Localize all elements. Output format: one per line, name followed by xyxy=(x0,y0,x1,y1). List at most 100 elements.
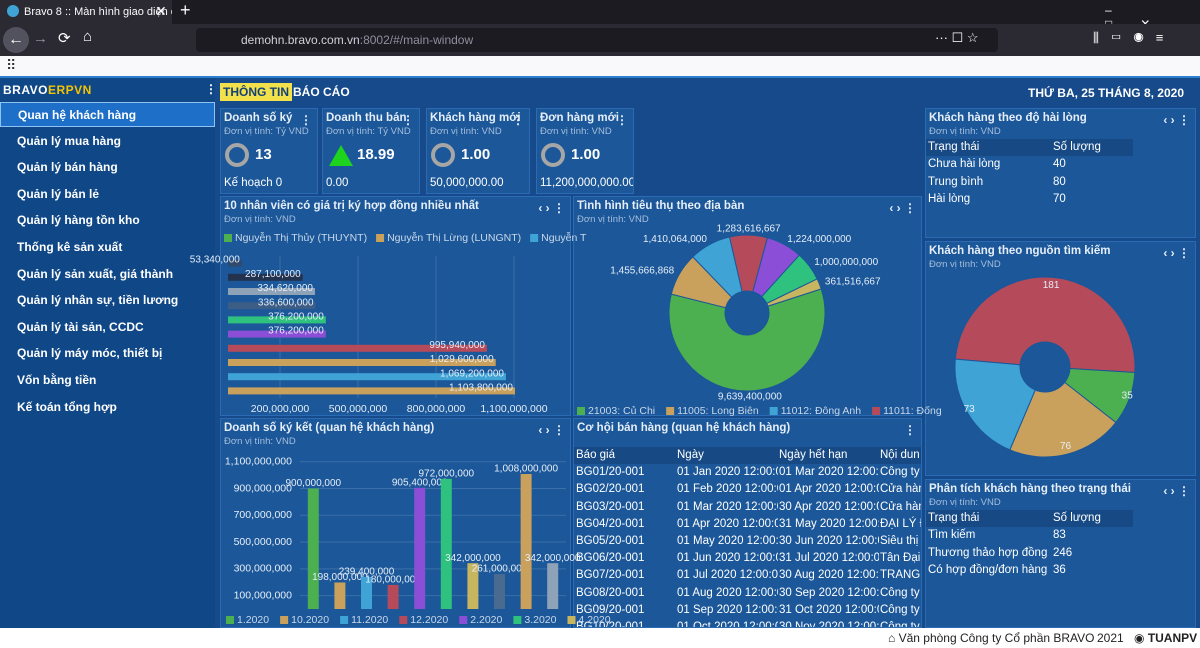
table-cell: 30 Jun 2020 12:00:0 xyxy=(779,535,879,547)
sidebar-menu-button[interactable]: ⋮ xyxy=(205,82,217,96)
table-cell: 01 Jul 2020 12:00:0 xyxy=(677,569,778,582)
panel-controls[interactable]: ‹ › ⋮ xyxy=(1163,113,1190,127)
satisfaction-panel: Khách hàng theo độ hài lòng ‹ › ⋮ Đơn vị … xyxy=(925,108,1196,238)
home-button[interactable]: ⌂ xyxy=(83,28,93,45)
panel-controls[interactable]: ⋮ xyxy=(904,423,916,437)
table-header: Ngày hết hạn xyxy=(779,449,848,461)
table-cell: 31 May 2020 12:00:0 xyxy=(779,517,879,530)
panel-title: Doanh số ký kết (quan hệ khách hàng) xyxy=(224,422,435,434)
table-cell: 01 Jun 2020 12:00:0 xyxy=(677,552,778,565)
table-cell: Công ty xyxy=(880,603,920,616)
panel-controls[interactable]: ‹ › ⋮ xyxy=(538,201,565,215)
kpi-value: 13 xyxy=(255,146,272,163)
new-tab[interactable]: + xyxy=(180,0,191,20)
table-cell: BG03/20-001 xyxy=(576,500,645,513)
table-cell: 36 xyxy=(1053,563,1066,576)
tab-info[interactable]: THÔNG TIN xyxy=(220,83,292,101)
menu-dots[interactable]: ⋮ xyxy=(300,113,312,127)
kpi-value: 1.00 xyxy=(571,146,601,163)
menu-item[interactable]: Quản lý máy móc, thiết bị xyxy=(17,346,163,361)
table-cell: 80 xyxy=(1053,175,1066,188)
kpi-icon xyxy=(225,143,249,167)
panel-controls[interactable]: ‹ › ⋮ xyxy=(889,201,916,215)
kpi-title: Khách hàng mới xyxy=(430,112,521,124)
table-header-bg xyxy=(926,510,1133,528)
kpi-note: Kế hoạch 0 xyxy=(224,177,283,189)
table-cell: 01 Feb 2020 12:00:0 xyxy=(677,483,778,496)
menu-item[interactable]: Quan hệ khách hàng xyxy=(0,102,215,127)
menu-item[interactable]: Thống kê sản xuất xyxy=(17,240,123,254)
kpi-icon xyxy=(541,143,565,167)
tab-bar: Bravo 8 :: Màn hình giao diện c ✕ + –□✕ xyxy=(0,0,1200,31)
forward-button[interactable]: → xyxy=(33,30,48,47)
kpi-value: 18.99 xyxy=(357,146,395,163)
panel-controls[interactable]: ‹ › ⋮ xyxy=(1163,246,1190,260)
menu-dots[interactable]: ⋮ xyxy=(512,113,524,127)
menu-dots[interactable]: ⋮ xyxy=(616,113,628,127)
opportunities-panel: Cơ hội bán hàng (quan hệ khách hàng) ⋮ Bá… xyxy=(573,418,922,628)
menu-item[interactable]: Quản lý tài sản, CCDC xyxy=(17,319,144,334)
table-cell: BG04/20-001 xyxy=(576,517,645,530)
table-cell: Chưa hài lòng xyxy=(928,158,1001,171)
page-actions[interactable]: ··· ☐ ☆ xyxy=(935,30,979,45)
footer: ⌂ Văn phòng Công ty Cổ phần BRAVO 2021 ◉… xyxy=(0,628,1200,648)
reload-button[interactable]: ⟳ xyxy=(58,30,71,47)
panel-title: Khách hàng theo nguồn tìm kiếm xyxy=(929,245,1111,257)
table-header: Nội dun xyxy=(880,449,920,461)
search-source-panel: Khách hàng theo nguồn tìm kiếm ‹ › ⋮ Đơn … xyxy=(925,241,1196,476)
panel-title: 10 nhân viên có giá trị ký hợp đồng nhiề… xyxy=(224,200,479,212)
menu-item[interactable]: Kế toán tổng hợp xyxy=(17,399,117,414)
status-panel: Phân tích khách hàng theo trạng thái ‹ › … xyxy=(925,479,1196,628)
menu-item[interactable]: Vốn bằng tiền xyxy=(17,373,97,387)
table-header: Ngày xyxy=(677,449,704,461)
table-header: Báo giá xyxy=(576,449,616,461)
menu-item[interactable]: Quản lý hàng tồn kho xyxy=(17,213,140,228)
table-cell: 30 Apr 2020 12:00:0 xyxy=(779,500,879,513)
table-header: Trạng thái xyxy=(928,141,980,153)
table-cell: 01 Sep 2020 12:00:0 xyxy=(677,603,778,616)
browser-tab[interactable]: Bravo 8 :: Màn hình giao diện c xyxy=(0,0,172,24)
menu-item[interactable]: Quản lý bán lẻ xyxy=(17,186,100,201)
menu-item[interactable]: Quản lý nhân sự, tiền lương xyxy=(17,293,179,308)
menu-item[interactable]: Quản lý mua hàng xyxy=(17,133,122,148)
table-cell: BG10/20-001 xyxy=(576,621,645,628)
logo-bravo: BRAVO xyxy=(3,83,48,97)
table-cell: 01 Jan 2020 12:00:0 xyxy=(677,466,778,479)
menu-item[interactable]: Quản lý bán hàng xyxy=(17,160,118,175)
table-cell: Tân Đại xyxy=(880,552,921,565)
table-cell: 01 Mar 2020 12:00:0 xyxy=(677,500,778,513)
menu-dots[interactable]: ⋮ xyxy=(402,113,414,127)
back-button[interactable]: ← xyxy=(3,27,29,53)
kpi-icon xyxy=(431,143,455,167)
panel-controls[interactable]: ‹ › ⋮ xyxy=(1163,484,1190,498)
table-header: Trạng thái xyxy=(928,512,980,524)
url-host: demohn.bravo.com.vn xyxy=(241,33,360,47)
footer-company: ⌂ Văn phòng Công ty Cổ phần BRAVO xyxy=(888,631,1095,645)
table-header-bg xyxy=(926,139,1133,157)
table-cell: 01 Aug 2020 12:00:0 xyxy=(677,586,778,599)
table-cell: 01 Apr 2020 12:00:0 xyxy=(779,483,879,496)
table-cell: 83 xyxy=(1053,529,1066,542)
menu-item[interactable]: Quản lý sản xuất, giá thành xyxy=(17,266,174,281)
kpi-note: 0.00 xyxy=(326,177,349,189)
url-bar[interactable]: demohn.bravo.com.vn:8002/#/main-window xyxy=(196,28,998,52)
nav-bar: ← → ⟳ ⌂ demohn.bravo.com.vn:8002/#/main-… xyxy=(0,24,1200,56)
table-header: Số lượng xyxy=(1053,141,1101,153)
sidebar: BRAVOERPVN ⋮ Quan hệ khách hàng Quản lý m… xyxy=(0,78,217,628)
toolbar-icons[interactable]: ⫼▭◉≡ xyxy=(1093,30,1176,45)
panel-controls[interactable]: ‹ › ⋮ xyxy=(538,423,565,437)
table-cell: Siêu thị xyxy=(880,535,919,547)
table-cell: 31 Oct 2020 12:00:0 xyxy=(779,603,879,616)
table-cell: Cửa hàn xyxy=(880,483,922,496)
table-cell: Hài lòng xyxy=(928,192,971,205)
table-cell: 246 xyxy=(1053,546,1073,559)
panel-title: Phân tích khách hàng theo trạng thái xyxy=(929,483,1131,495)
table-cell: 01 May 2020 12:00:0 xyxy=(677,535,778,547)
tab-close[interactable]: ✕ xyxy=(155,3,167,19)
table-cell: Công ty xyxy=(880,621,920,628)
apps-button[interactable]: ⠿ xyxy=(6,57,17,73)
kpi-card: Khách hàng mới ⋮ Đơn vị tính: VND 1.00 50… xyxy=(426,108,530,194)
tab-report[interactable]: BÁO CÁO xyxy=(293,85,350,99)
